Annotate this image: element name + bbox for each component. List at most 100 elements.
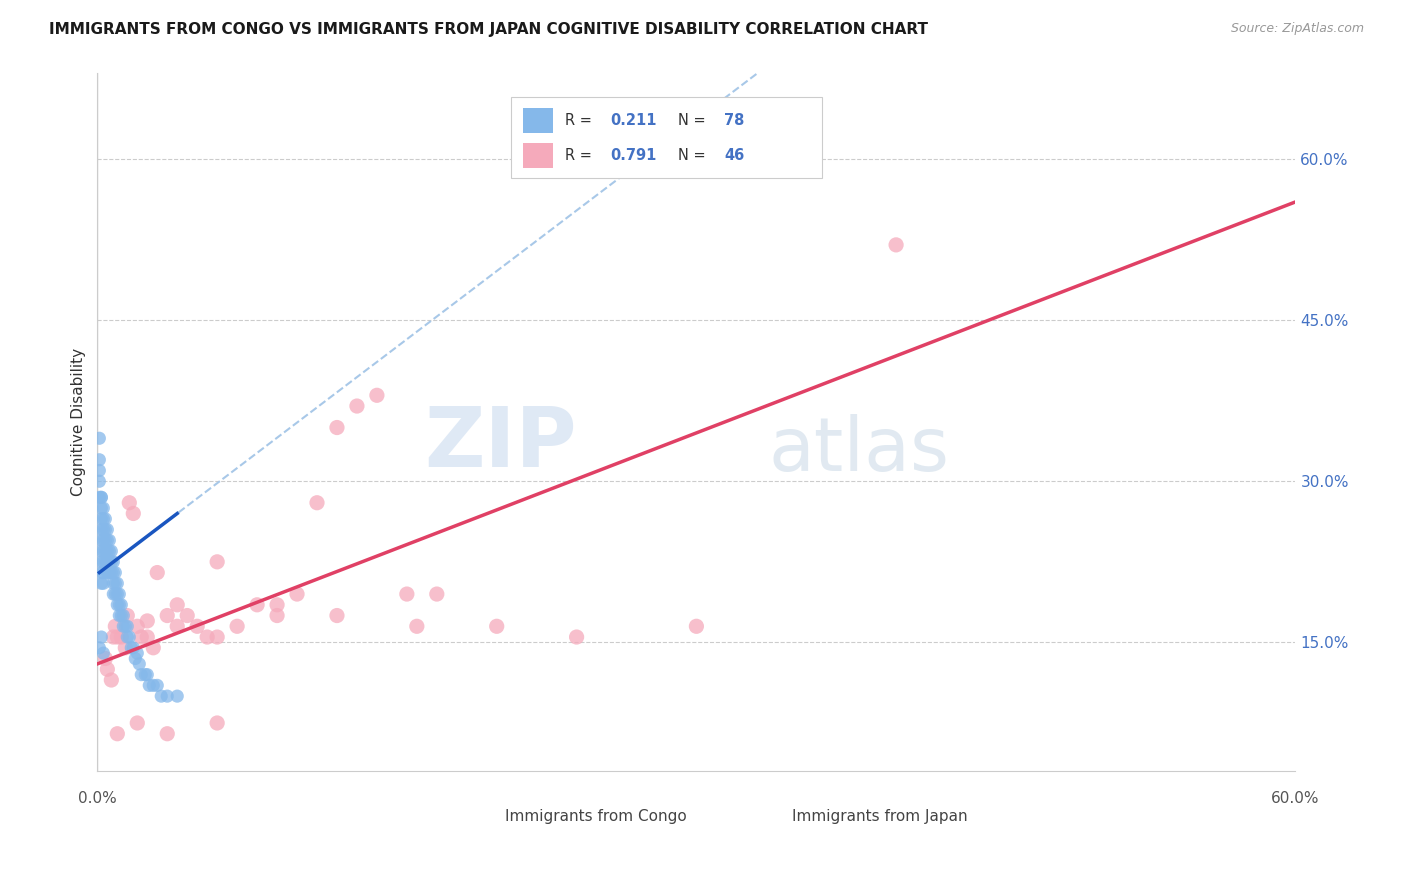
Point bbox=[128, 657, 150, 671]
Point bbox=[90, 491, 112, 505]
Point bbox=[127, 619, 149, 633]
Text: 0.0%: 0.0% bbox=[77, 790, 117, 805]
Point bbox=[124, 651, 146, 665]
Point bbox=[89, 463, 111, 477]
Point bbox=[93, 646, 115, 660]
Point bbox=[90, 533, 112, 548]
Point bbox=[142, 640, 165, 655]
Point bbox=[426, 587, 449, 601]
Point bbox=[166, 598, 188, 612]
Point bbox=[100, 555, 122, 569]
Point bbox=[405, 619, 427, 633]
Text: N =: N = bbox=[679, 148, 710, 163]
Point bbox=[112, 608, 135, 623]
Point bbox=[205, 630, 228, 644]
Point bbox=[98, 555, 121, 569]
Point bbox=[118, 496, 141, 510]
Text: 78: 78 bbox=[724, 113, 744, 128]
Point bbox=[89, 475, 111, 489]
Text: atlas: atlas bbox=[768, 414, 949, 487]
Point bbox=[105, 727, 128, 741]
Point bbox=[90, 523, 112, 537]
Point bbox=[108, 608, 131, 623]
Point bbox=[122, 640, 145, 655]
Bar bbox=[751, 804, 785, 830]
Point bbox=[266, 608, 288, 623]
Point bbox=[94, 544, 117, 558]
Point bbox=[205, 716, 228, 731]
Point bbox=[94, 523, 117, 537]
Point bbox=[118, 630, 141, 644]
Point bbox=[108, 587, 131, 601]
Point bbox=[285, 587, 308, 601]
Point bbox=[156, 608, 179, 623]
Point bbox=[103, 587, 125, 601]
Point bbox=[129, 667, 152, 681]
Point bbox=[90, 512, 112, 526]
Text: ZIP: ZIP bbox=[425, 402, 576, 483]
Point bbox=[326, 608, 349, 623]
Bar bbox=[523, 108, 553, 133]
Point bbox=[138, 678, 160, 692]
Point bbox=[93, 523, 115, 537]
Point bbox=[105, 587, 128, 601]
Point bbox=[122, 507, 145, 521]
Point bbox=[104, 576, 127, 591]
Point bbox=[129, 630, 152, 644]
Point bbox=[395, 587, 418, 601]
FancyBboxPatch shape bbox=[510, 97, 823, 178]
Point bbox=[266, 598, 288, 612]
Text: Immigrants from Japan: Immigrants from Japan bbox=[792, 809, 967, 824]
Point bbox=[105, 630, 128, 644]
Point bbox=[103, 630, 125, 644]
Point bbox=[105, 576, 128, 591]
Point bbox=[110, 608, 132, 623]
Point bbox=[100, 566, 122, 580]
Text: N =: N = bbox=[679, 113, 710, 128]
Point bbox=[114, 619, 136, 633]
Point bbox=[96, 523, 118, 537]
Text: Source: ZipAtlas.com: Source: ZipAtlas.com bbox=[1230, 22, 1364, 36]
Point bbox=[156, 727, 179, 741]
Point bbox=[166, 619, 188, 633]
Point bbox=[120, 640, 142, 655]
Point bbox=[104, 566, 127, 580]
Text: 0.791: 0.791 bbox=[610, 148, 657, 163]
Point bbox=[89, 452, 111, 467]
Point bbox=[90, 566, 112, 580]
Point bbox=[98, 533, 121, 548]
Point bbox=[100, 673, 122, 687]
Text: 0.211: 0.211 bbox=[610, 113, 657, 128]
Point bbox=[93, 555, 115, 569]
Point bbox=[103, 576, 125, 591]
Point bbox=[98, 544, 121, 558]
Point bbox=[96, 662, 118, 676]
Point bbox=[89, 640, 111, 655]
Point bbox=[195, 630, 218, 644]
Point bbox=[127, 716, 149, 731]
Point bbox=[93, 512, 115, 526]
Point bbox=[103, 555, 125, 569]
Point bbox=[565, 630, 588, 644]
Point bbox=[136, 630, 159, 644]
Point bbox=[117, 619, 139, 633]
Point bbox=[146, 566, 169, 580]
Point bbox=[94, 651, 117, 665]
Point bbox=[186, 619, 208, 633]
Point bbox=[176, 608, 198, 623]
Text: 46: 46 bbox=[724, 148, 744, 163]
Point bbox=[96, 566, 118, 580]
Text: R =: R = bbox=[565, 148, 596, 163]
Point bbox=[93, 533, 115, 548]
Point bbox=[326, 420, 349, 434]
Point bbox=[90, 544, 112, 558]
Point bbox=[110, 598, 132, 612]
Point bbox=[150, 689, 173, 703]
Text: Immigrants from Congo: Immigrants from Congo bbox=[505, 809, 686, 824]
Point bbox=[685, 619, 707, 633]
Point bbox=[142, 678, 165, 692]
Point bbox=[104, 619, 127, 633]
Point bbox=[136, 614, 159, 628]
Point bbox=[96, 533, 118, 548]
Point bbox=[305, 496, 328, 510]
